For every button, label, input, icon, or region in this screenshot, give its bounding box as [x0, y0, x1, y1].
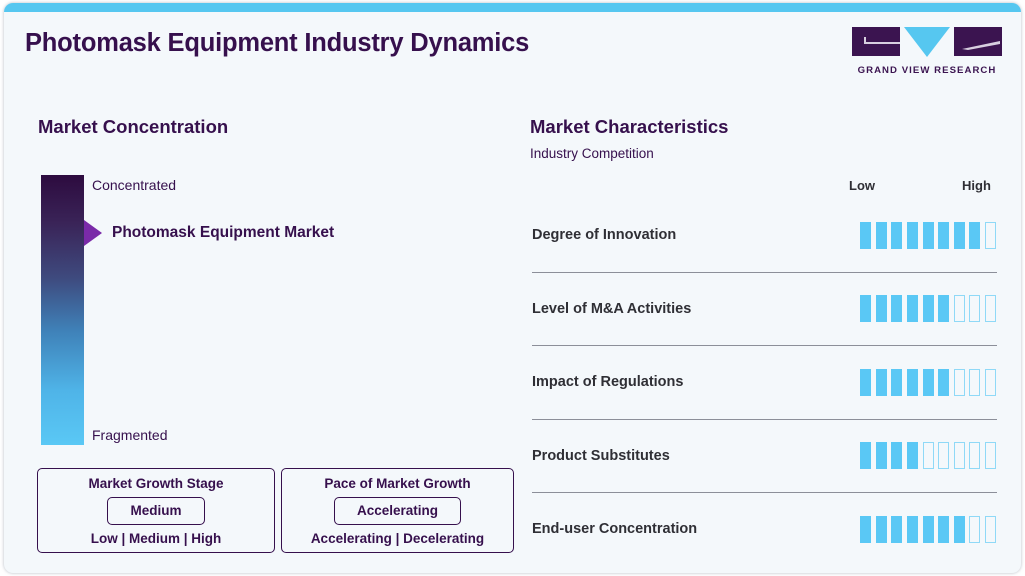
market-characteristics-heading: Market Characteristics — [530, 116, 729, 137]
rating-tick-filled — [875, 442, 887, 470]
concentration-pointer-icon — [84, 220, 102, 246]
rating-tick-filled — [891, 368, 903, 396]
characteristic-rating-bars — [860, 221, 997, 249]
rating-tick-filled — [922, 368, 934, 396]
grand-view-research-logo: GRAND VIEW RESEARCH — [851, 27, 1003, 76]
rating-tick-filled — [891, 515, 903, 543]
market-growth-stage-value-chip: Medium — [107, 497, 205, 525]
rating-tick-empty — [969, 368, 981, 396]
characteristic-row: Product Substitutes — [532, 420, 997, 493]
market-growth-stage-box: Market Growth Stage Medium Low | Medium … — [37, 468, 275, 553]
rating-tick-filled — [953, 221, 965, 249]
rating-tick-empty — [953, 295, 965, 323]
rating-tick-filled — [875, 221, 887, 249]
rating-tick-filled — [891, 295, 903, 323]
market-growth-stage-title: Market Growth Stage — [88, 476, 224, 491]
rating-tick-filled — [907, 221, 919, 249]
rating-tick-empty — [953, 442, 965, 470]
concentration-bottom-label: Fragmented — [92, 427, 168, 443]
rating-tick-filled — [953, 515, 965, 543]
characteristic-label: Degree of Innovation — [532, 227, 677, 244]
rating-tick-empty — [985, 442, 996, 470]
concentration-top-label: Concentrated — [92, 177, 177, 193]
rating-tick-empty — [985, 221, 996, 249]
rating-tick-filled — [860, 442, 872, 470]
market-growth-stage-value: Medium — [130, 503, 182, 518]
rating-tick-filled — [907, 295, 919, 323]
rating-tick-filled — [938, 295, 950, 323]
logo-marks — [851, 27, 1003, 60]
scale-label-low: Low — [849, 178, 875, 193]
rating-tick-empty — [953, 368, 965, 396]
rating-tick-filled — [938, 515, 950, 543]
rating-tick-empty — [938, 442, 950, 470]
market-characteristics-subheading: Industry Competition — [530, 146, 654, 161]
rating-tick-filled — [875, 515, 887, 543]
pace-of-market-growth-value-chip: Accelerating — [333, 497, 462, 525]
characteristic-label: Product Substitutes — [532, 447, 670, 464]
market-concentration-heading: Market Concentration — [38, 116, 229, 137]
characteristic-label: End-user Concentration — [532, 521, 698, 538]
rating-tick-filled — [938, 368, 950, 396]
rating-tick-empty — [985, 515, 996, 543]
pace-of-market-growth-box: Pace of Market Growth Accelerating Accel… — [281, 468, 514, 553]
logo-text: GRAND VIEW RESEARCH — [857, 65, 997, 76]
concentration-pointer-label: Photomask Equipment Market — [112, 224, 335, 241]
characteristics-rows: Degree of Innovation Level of M&A Activit… — [532, 199, 997, 566]
rating-tick-empty — [969, 295, 981, 323]
rating-tick-filled — [922, 221, 934, 249]
logo-triangle-icon — [904, 27, 950, 57]
rating-tick-filled — [875, 295, 887, 323]
characteristic-label: Level of M&A Activities — [532, 300, 692, 317]
rating-tick-filled — [891, 221, 903, 249]
rating-tick-filled — [907, 368, 919, 396]
rating-tick-filled — [860, 368, 872, 396]
rating-tick-filled — [860, 221, 872, 249]
logo-left-rect-icon — [852, 27, 900, 56]
characteristic-row: Degree of Innovation — [532, 199, 997, 273]
rating-tick-filled — [860, 295, 872, 323]
characteristic-row: End-user Concentration — [532, 493, 997, 566]
pace-of-market-growth-value: Accelerating — [356, 503, 439, 518]
characteristic-rating-bars — [860, 368, 997, 396]
rating-tick-filled — [922, 295, 934, 323]
rating-tick-empty — [922, 442, 934, 470]
pace-of-market-growth-scale: Accelerating | Decelerating — [310, 531, 485, 546]
characteristic-label: Impact of Regulations — [532, 374, 684, 391]
rating-tick-empty — [985, 295, 996, 323]
rating-tick-empty — [985, 368, 996, 396]
rating-tick-filled — [907, 442, 919, 470]
characteristic-rating-bars — [860, 515, 997, 543]
characteristic-rating-bars — [860, 295, 997, 323]
rating-tick-filled — [938, 221, 950, 249]
characteristic-row: Impact of Regulations — [532, 346, 997, 420]
market-growth-stage-scale: Low | Medium | High — [90, 531, 222, 546]
rating-tick-filled — [875, 368, 887, 396]
rating-tick-filled — [860, 515, 872, 543]
rating-tick-empty — [969, 442, 981, 470]
characteristic-rating-bars — [860, 442, 997, 470]
rating-tick-empty — [969, 515, 981, 543]
rating-tick-filled — [969, 221, 981, 249]
rating-tick-filled — [891, 442, 903, 470]
pace-of-market-growth-title: Pace of Market Growth — [324, 476, 471, 491]
rating-tick-filled — [922, 515, 934, 543]
concentration-gradient-bar — [41, 175, 84, 445]
rating-tick-filled — [907, 515, 919, 543]
logo-right-rect-icon — [954, 27, 1002, 56]
top-accent-bar — [4, 3, 1021, 12]
scale-label-high: High — [962, 178, 991, 193]
characteristic-row: Level of M&A Activities — [532, 273, 997, 346]
infographic-card: Photomask Equipment Industry Dynamics GR… — [4, 3, 1021, 573]
page-title: Photomask Equipment Industry Dynamics — [25, 29, 530, 57]
